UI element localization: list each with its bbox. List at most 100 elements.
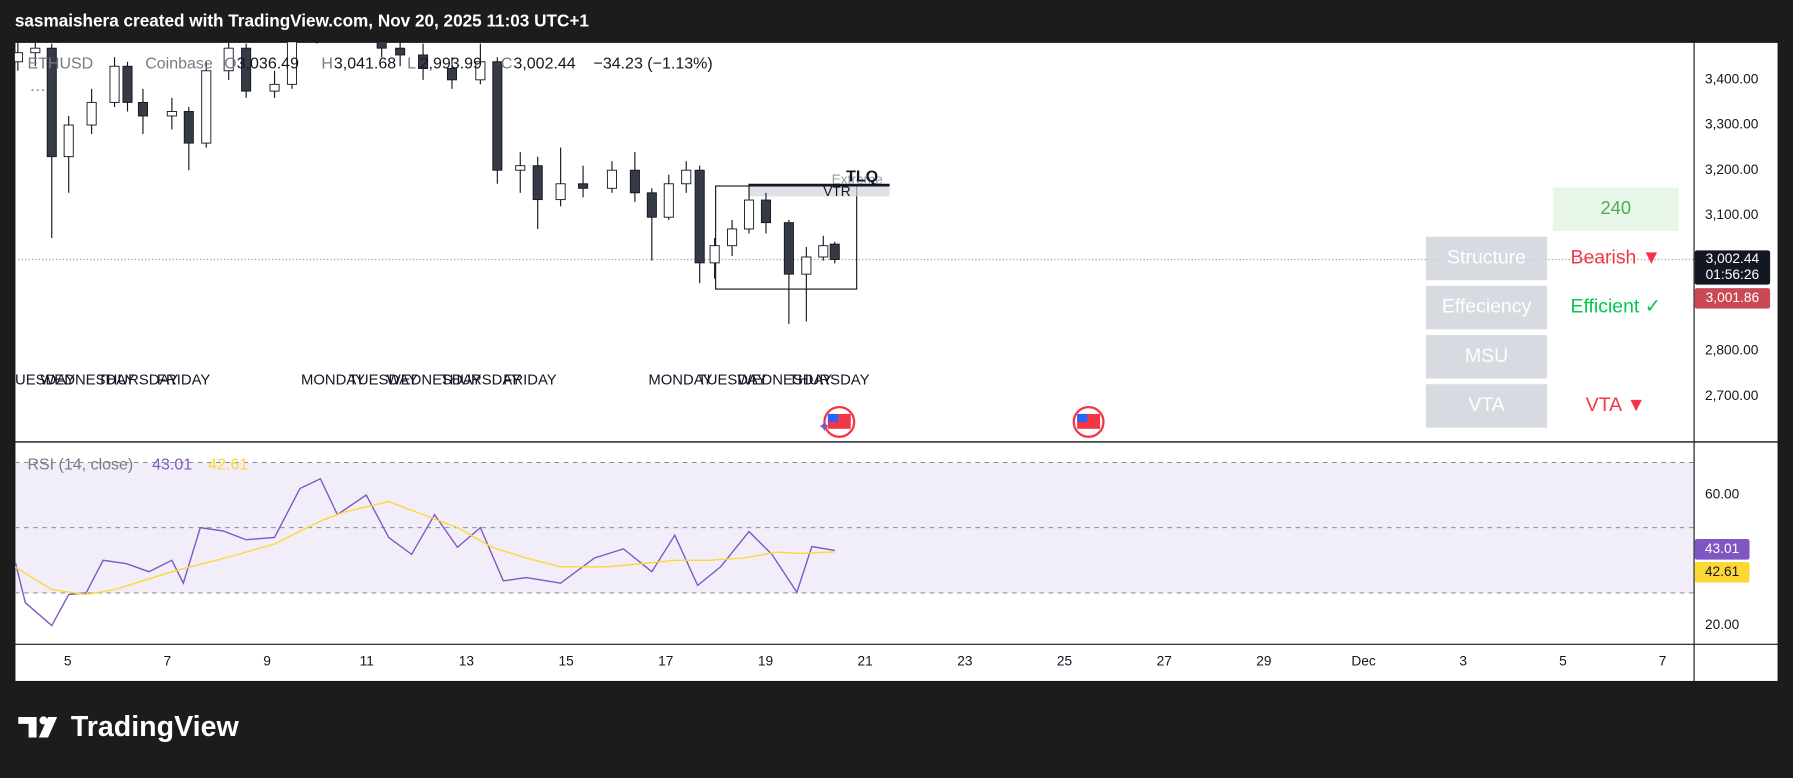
- candle-body: [663, 183, 674, 218]
- logo-dot: [39, 716, 48, 725]
- x-tick-label: 29: [1256, 654, 1271, 669]
- bid-price-tag: [1694, 288, 1771, 309]
- y-tick-label: 3,200.00: [1705, 162, 1759, 177]
- x-tick-label: 9: [263, 654, 271, 669]
- panel-label: Structure: [1447, 247, 1526, 269]
- y-tick-label: 20.00: [1705, 617, 1740, 632]
- session-label: WEDNESDAY: [40, 373, 135, 389]
- candle-body: [446, 68, 458, 81]
- x-tick-label: 27: [1157, 654, 1172, 669]
- candle-body: [727, 228, 738, 247]
- candle-body: [137, 101, 148, 117]
- candle-body: [694, 169, 705, 264]
- candle-body: [241, 47, 252, 92]
- countdown: 01:56:26: [1706, 267, 1760, 282]
- x-tick-label: 23: [957, 654, 973, 669]
- value-tag-label: 42.61: [1705, 564, 1739, 579]
- chart-border: [14, 41, 1779, 683]
- candle-body: [492, 61, 503, 171]
- symbol[interactable]: ETHUSD: [27, 55, 93, 72]
- candle-body: [606, 169, 617, 189]
- x-tick-label: 5: [64, 654, 72, 669]
- x-tick-label: 5: [1559, 654, 1567, 669]
- rsi-line: [14, 477, 835, 627]
- panel-label: MSU: [1465, 345, 1508, 367]
- x-tick-label: 15: [558, 654, 574, 669]
- logo-icon: [18, 716, 58, 738]
- tlq-sublabel: Extreme: [832, 172, 883, 187]
- candle-body: [395, 47, 406, 56]
- candle-body: [166, 111, 177, 117]
- candle-body: [86, 101, 97, 126]
- candle-body: [515, 165, 526, 171]
- y-tick-label: 2,700.00: [1705, 388, 1759, 403]
- candle-body: [109, 65, 120, 103]
- legend-value: 3,036.49: [237, 55, 299, 72]
- candle-body: [223, 47, 234, 72]
- panel-cell: [1425, 236, 1548, 281]
- svg-text:✦: ✦: [818, 419, 831, 436]
- candle-body: [629, 169, 640, 194]
- bid-price-label: 3,001.86: [1706, 290, 1760, 305]
- candle-body: [709, 245, 720, 264]
- candle-body: [418, 54, 429, 69]
- session-label: THURSDAY: [98, 373, 179, 389]
- x-tick-label: 25: [1057, 654, 1073, 669]
- legend-value: 3,002.44: [513, 55, 575, 72]
- x-tick-label: 11: [360, 654, 374, 669]
- y-tick-label: 3,100.00: [1705, 207, 1759, 222]
- session-label: THURSDAY: [441, 373, 522, 389]
- panel-cell: [1425, 335, 1548, 379]
- session-label: TUESDAY: [349, 373, 418, 389]
- vtr-label: VTR: [823, 184, 851, 199]
- session-label: THURSDAY: [789, 373, 870, 389]
- rsi-ma-value: 42.61: [208, 457, 248, 474]
- overlay: ETHUSD Coinbase ··· RSI (14, close) 43.0…: [27, 55, 1771, 669]
- session-label: FRIDAY: [157, 373, 210, 389]
- candle-body: [122, 65, 133, 103]
- session-label: MONDAY: [301, 373, 365, 389]
- timeframe: 240: [1600, 197, 1631, 218]
- panel-label: Effeciency: [1442, 296, 1532, 318]
- legend-value: 2,993.99: [420, 55, 482, 72]
- footer: TradingView: [18, 711, 239, 743]
- rsi-value: 43.01: [152, 457, 192, 474]
- panel-value: Bearish ▼: [1571, 247, 1661, 269]
- y-tick-label: 3,400.00: [1705, 71, 1759, 86]
- session-label: TUESDAY: [6, 373, 75, 389]
- candle-body: [475, 61, 486, 81]
- event-icon[interactable]: ✦: [818, 405, 856, 438]
- exchange: Coinbase: [145, 55, 213, 72]
- candle-body: [760, 199, 772, 224]
- x-tick-label: 7: [164, 654, 172, 669]
- x-tick-label: 7: [1659, 654, 1667, 669]
- legend-key: L: [407, 55, 416, 72]
- x-tick-label: 19: [758, 654, 773, 669]
- panel-cell: [1425, 384, 1548, 428]
- rsi-band: [14, 462, 1694, 593]
- candle-body: [532, 165, 543, 201]
- candle-body: [46, 47, 57, 158]
- candle-body: [578, 183, 589, 189]
- legend-change: −34.23 (−1.13%): [593, 55, 712, 72]
- rsi-title: RSI (14, close): [27, 457, 133, 474]
- candle-body: [201, 70, 212, 144]
- y-tick-label: 2,800.00: [1705, 343, 1759, 358]
- header-text: sasmaishera created with TradingView.com…: [15, 10, 589, 30]
- tlq-label: TLQ: [846, 168, 878, 185]
- event-icon[interactable]: [1072, 405, 1105, 438]
- y-tick-label: 60.00: [1705, 487, 1740, 502]
- candle-body: [63, 124, 74, 158]
- panel-cell: [1425, 285, 1548, 330]
- legend-value: 3,041.68: [334, 55, 396, 72]
- value-tag-label: 43.01: [1705, 541, 1739, 556]
- session-label: WEDNESDAY: [387, 373, 482, 389]
- legend-more[interactable]: ···: [30, 82, 46, 99]
- session-label: TUESDAY: [698, 373, 767, 389]
- panel-label: VTA: [1468, 394, 1504, 416]
- candle-body: [555, 183, 566, 201]
- panel-value: VTA ▼: [1586, 394, 1646, 416]
- candle-body: [783, 222, 794, 275]
- x-tick-label: Dec: [1351, 654, 1376, 669]
